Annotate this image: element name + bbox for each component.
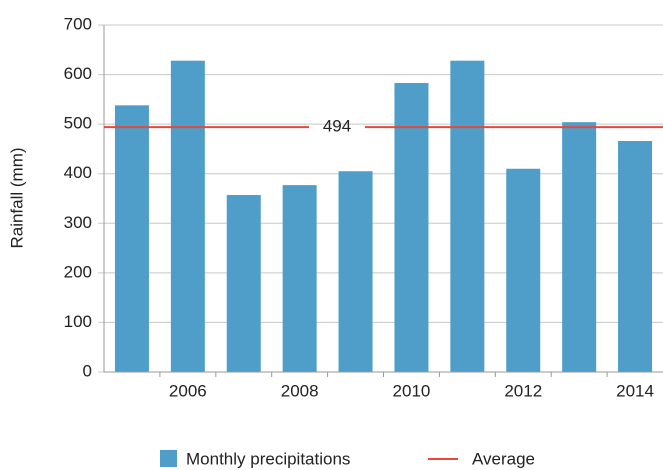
- bar: [450, 60, 485, 372]
- x-tick-label: 2006: [169, 381, 207, 400]
- bar: [170, 60, 205, 372]
- bar: [618, 140, 653, 372]
- bar: [226, 195, 261, 372]
- bar: [562, 122, 597, 372]
- bar: [282, 185, 317, 372]
- y-tick-label: 500: [64, 114, 92, 133]
- bar: [506, 168, 541, 372]
- bar: [114, 105, 149, 372]
- y-tick-label: 700: [64, 14, 92, 33]
- x-tick-label: 2014: [616, 381, 654, 400]
- x-tick-label: 2012: [504, 381, 542, 400]
- bar: [394, 82, 429, 373]
- legend-label: Average: [472, 449, 535, 468]
- x-tick-label: 2010: [393, 381, 431, 400]
- legend-swatch: [160, 450, 177, 467]
- y-tick-label: 100: [64, 312, 92, 331]
- y-tick-label: 200: [64, 262, 92, 281]
- y-tick-label: 600: [64, 64, 92, 83]
- y-tick-label: 400: [64, 163, 92, 182]
- average-label: 494: [323, 117, 351, 136]
- y-tick-label: 300: [64, 213, 92, 232]
- legend-label: Monthly precipitations: [186, 449, 350, 468]
- bar: [338, 171, 373, 372]
- y-tick-label: 0: [83, 361, 92, 380]
- x-tick-label: 2008: [281, 381, 319, 400]
- y-axis-label: Rainfall (mm): [7, 147, 26, 248]
